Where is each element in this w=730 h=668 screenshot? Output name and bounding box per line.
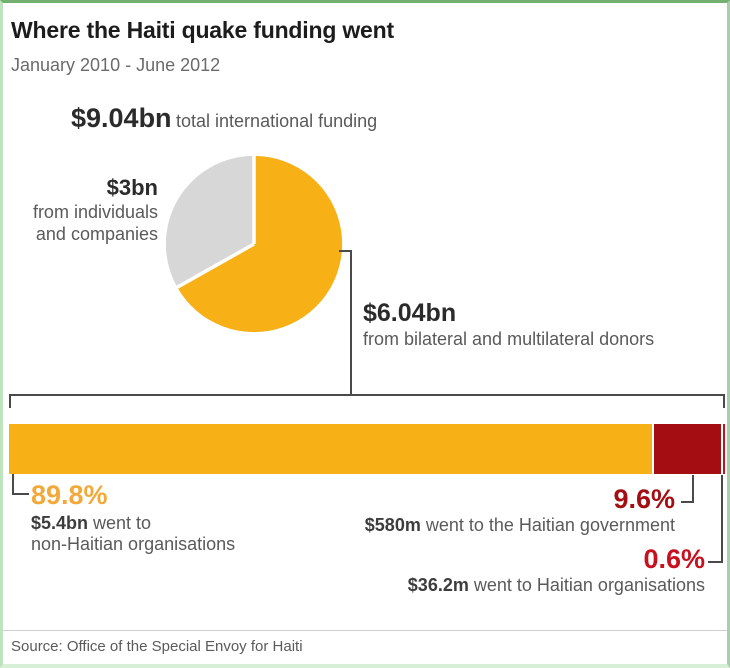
seg1-amount: $5.4bn [31, 513, 89, 533]
seg2-connector-horizontal-line [681, 501, 694, 503]
yellow-slice-label: from bilateral and multilateral donors [363, 329, 655, 349]
total-funding-line: $9.04bn total international funding [71, 103, 377, 134]
gray-slice-amount: $3bn [106, 175, 158, 200]
seg3-description: $36.2m went to Haitian organisations [305, 575, 705, 596]
date-range-subtitle: January 2010 - June 2012 [11, 55, 221, 75]
gray-slice-label-line1: from individuals [32, 202, 158, 222]
pie-connector-vertical-line [350, 250, 352, 396]
seg1-percent-label: 89.8% [31, 480, 108, 510]
seg1-desc-line2: non-Haitian organisations [31, 534, 236, 554]
seg1-description: $5.4bn went to non-Haitian organisations [31, 513, 235, 555]
bar-segment-haitian-orgs [720, 424, 725, 474]
bracket-left-tick [9, 394, 11, 408]
bracket-right-tick [723, 394, 725, 408]
gray-slice-label-block: $3bn from individuals and companies [3, 175, 158, 245]
pie-gap-line-lower-left [175, 242, 255, 290]
seg3-amount: $36.2m [407, 575, 469, 595]
bar-segment-haitian-government [651, 424, 721, 474]
pie-slice-bilateral [177, 155, 343, 333]
funding-sources-pie-chart [165, 155, 343, 333]
seg1-connector-horizontal-line [12, 493, 29, 495]
bracket-horizontal-line [9, 394, 725, 396]
seg2-percent-label: 9.6% [613, 484, 675, 514]
bar-segment-non-haitian-orgs [9, 424, 652, 474]
seg3-percent-label: 0.6% [643, 544, 705, 574]
seg1-connector-vertical-line [12, 474, 14, 495]
source-attribution: Source: Office of the Special Envoy for … [11, 638, 303, 655]
funding-destination-stacked-bar [9, 424, 725, 474]
pie-connector-horizontal-line [339, 250, 352, 252]
page-title: Where the Haiti quake funding went [11, 17, 394, 43]
total-amount: $9.04bn [71, 103, 172, 133]
yellow-slice-amount: $6.04bn [363, 299, 457, 327]
seg3-connector-horizontal-line [708, 561, 723, 563]
gray-slice-label-line2: and companies [35, 224, 158, 244]
seg2-amount: $580m [364, 515, 421, 535]
seg2-desc-rest: went to the Haitian government [420, 515, 675, 535]
seg3-desc-rest: went to Haitian organisations [468, 575, 705, 595]
total-label: total international funding [176, 111, 378, 131]
seg2-description: $580m went to the Haitian government [275, 515, 675, 536]
footer-divider-line [3, 630, 727, 631]
seg1-desc-rest: went to [88, 513, 152, 533]
yellow-slice-label-block: $6.04bn from bilateral and multilateral … [363, 299, 654, 350]
seg3-connector-vertical-line [721, 475, 723, 563]
seg2-connector-vertical-line [692, 475, 694, 503]
